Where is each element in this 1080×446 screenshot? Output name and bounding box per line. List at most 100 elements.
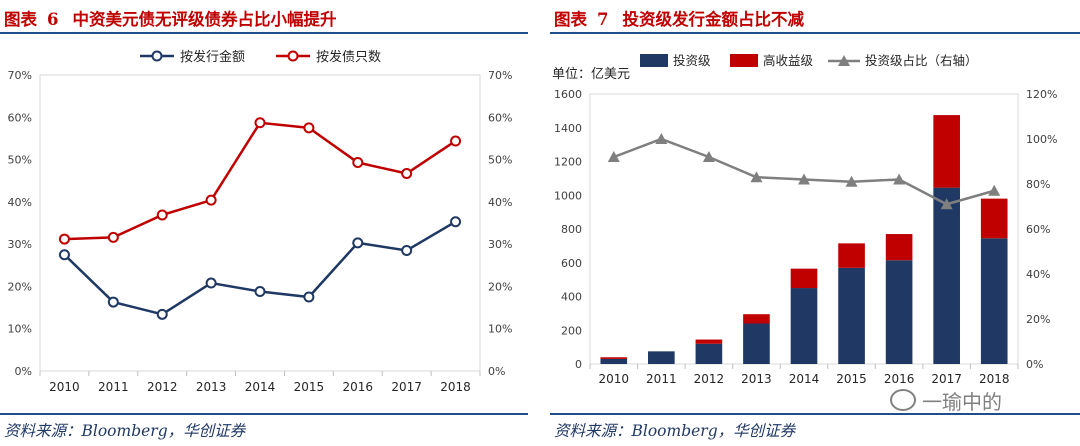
- x-tick-label: 2013: [741, 372, 772, 386]
- bar-high-yield: [933, 115, 960, 188]
- plot-area: [39, 74, 481, 372]
- y-tick-label: 40%: [8, 196, 32, 209]
- x-tick-label: 2016: [884, 372, 915, 386]
- y-tick-label: 30%: [8, 238, 32, 251]
- series-line-2: [64, 121, 457, 241]
- y-tick-label: 20%: [8, 280, 32, 293]
- bar-high-yield: [695, 339, 723, 344]
- bar-investment-grade: [838, 267, 865, 364]
- x-tick-label: 2018: [979, 372, 1010, 386]
- y-tick-label: 1600: [554, 88, 582, 101]
- data-point: [303, 291, 315, 303]
- figure-6-panel: 图表 6 中资美元债无评级债券占比小幅提升 0% 10% 20% 30% 40% 50% 60%…: [0, 0, 528, 446]
- bar-high-yield: [790, 268, 818, 289]
- bar-investment-grade: [790, 288, 818, 364]
- y-tick-label: 0%: [15, 365, 32, 378]
- share-point: [940, 198, 953, 210]
- figure-7-title: 图表 7 投资级发行金额占比不减: [554, 6, 804, 30]
- y-tick-label: 600: [561, 257, 582, 270]
- y2-tick-label: 60%: [488, 111, 512, 124]
- watermark-text: 一瑜中的: [922, 390, 1002, 414]
- legend-swatch: [640, 54, 668, 67]
- y-tick-label: 1000: [554, 189, 582, 202]
- y2-tick-label: 40%: [488, 196, 512, 209]
- data-point: [156, 209, 168, 221]
- figure-6-top-rule: [0, 32, 528, 34]
- data-point: [254, 286, 266, 298]
- series-line-1: [63, 220, 457, 316]
- share-point: [702, 151, 715, 162]
- x-tick-label: 2018: [440, 380, 471, 394]
- figure-7-bottom-rule: [550, 413, 1080, 415]
- y2-tick-label: 100%: [1026, 133, 1057, 146]
- figure-7-number: 7: [597, 10, 609, 29]
- legend-label: 按发行金额: [180, 49, 245, 65]
- bar-investment-grade: [648, 351, 675, 364]
- figure-6-bottom-rule: [0, 413, 528, 415]
- data-point: [58, 249, 70, 261]
- data-point: [303, 122, 315, 134]
- bar-high-yield: [600, 357, 628, 359]
- share-point: [988, 184, 1001, 196]
- figure-6-title: 图表 6 中资美元债无评级债券占比小幅提升: [4, 6, 336, 30]
- data-point: [107, 231, 119, 243]
- share-point: [607, 151, 620, 162]
- y2-tick-label: 0%: [488, 365, 505, 378]
- legend-marker: [838, 55, 850, 66]
- x-tick-label: 2014: [245, 380, 276, 394]
- share-point: [750, 171, 763, 183]
- y-tick-label: 800: [561, 223, 582, 236]
- bar-high-yield: [743, 314, 770, 324]
- figure-6-chart: 0% 10% 20% 30% 40% 50% 60% 70% 0% 10% 20% 30% 40% 50%…: [8, 49, 513, 394]
- figure-6-number: 6: [47, 10, 59, 29]
- legend-item-2: 高收益级: [730, 53, 814, 68]
- data-point: [401, 244, 413, 256]
- y-tick-label: 1200: [554, 156, 582, 169]
- y-tick-label: 400: [561, 291, 582, 304]
- data-point: [205, 277, 217, 289]
- figure-7-label: 图表: [554, 10, 587, 29]
- y2-tick-label: 0%: [1026, 358, 1043, 371]
- y-tick-label: 60%: [8, 111, 32, 124]
- data-point: [107, 296, 119, 308]
- legend-item-2: 按发债只数: [276, 49, 381, 65]
- bar-investment-grade: [885, 260, 913, 364]
- y-tick-label: 0: [575, 358, 582, 371]
- figure-7-title-text: 投资级发行金额占比不减: [622, 10, 804, 29]
- bar-investment-grade: [933, 187, 960, 364]
- y2-tick-label: 40%: [1026, 268, 1050, 281]
- bar-high-yield: [980, 198, 1008, 239]
- x-tick-label: 2012: [694, 372, 725, 386]
- bar-high-yield: [838, 243, 865, 268]
- figure-7-source: 资料来源：Bloomberg，华创证券: [554, 422, 796, 440]
- y-tick-label: 1400: [554, 122, 582, 135]
- y-tick-label: 50%: [8, 154, 32, 167]
- wechat-icon: [890, 389, 916, 411]
- bar-investment-grade: [980, 238, 1008, 364]
- y2-tick-label: 80%: [1026, 178, 1050, 191]
- figure-7-panel: 图表 7 投资级发行金额占比不减 单位：亿美元 0 200 400 600 800 1000 12…: [550, 0, 1080, 446]
- y2-tick-label: 50%: [488, 154, 512, 167]
- x-tick-label: 2010: [599, 372, 630, 386]
- y2-tick-label: 30%: [488, 238, 512, 251]
- legend-label: 高收益级: [763, 53, 814, 68]
- bar-high-yield: [885, 234, 913, 261]
- y-tick-label: 10%: [8, 323, 32, 336]
- figure-7-top-rule: [550, 32, 1080, 34]
- legend-item-1: 按发行金额: [140, 49, 245, 65]
- legend-label: 按发债只数: [316, 49, 381, 65]
- data-point: [205, 194, 217, 206]
- y2-tick-label: 120%: [1026, 88, 1057, 101]
- data-point: [58, 233, 70, 245]
- x-tick-label: 2014: [789, 372, 820, 386]
- share-point: [655, 133, 668, 144]
- bar-investment-grade: [600, 358, 628, 364]
- legend-marker: [287, 50, 299, 62]
- x-tick-label: 2012: [147, 380, 178, 394]
- y2-tick-label: 20%: [1026, 313, 1050, 326]
- legend-label: 投资级: [673, 53, 711, 68]
- x-tick-label: 2011: [646, 372, 677, 386]
- legend-label: 投资级占比（右轴）: [865, 53, 978, 68]
- figure-7-chart: 单位：亿美元 0 200 400 600 800 1000 1200 1400 1600 0% 20%…: [552, 53, 1057, 386]
- legend-item-3: 投资级占比（右轴）: [828, 53, 978, 68]
